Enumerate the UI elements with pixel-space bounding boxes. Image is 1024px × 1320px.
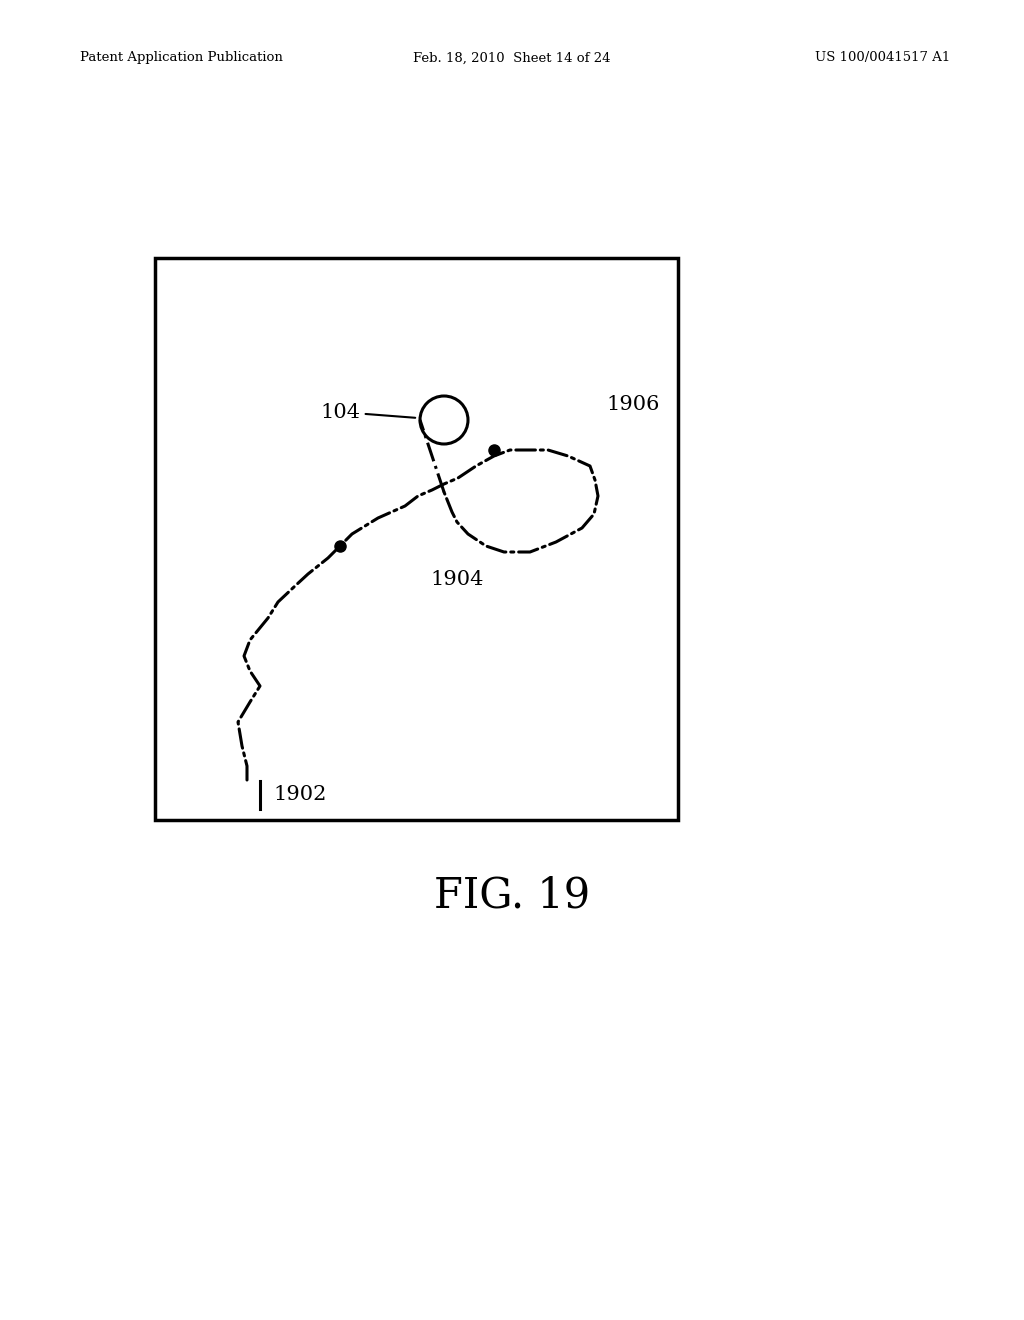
Text: Patent Application Publication: Patent Application Publication [80,51,283,65]
Text: 104: 104 [319,403,415,421]
Text: FIG. 19: FIG. 19 [434,874,590,916]
Text: 1902: 1902 [273,785,327,804]
Text: US 100/0041517 A1: US 100/0041517 A1 [815,51,950,65]
Text: 1906: 1906 [606,396,659,414]
Text: Feb. 18, 2010  Sheet 14 of 24: Feb. 18, 2010 Sheet 14 of 24 [414,51,610,65]
Text: 1904: 1904 [430,570,483,589]
Bar [155,257,678,820]
